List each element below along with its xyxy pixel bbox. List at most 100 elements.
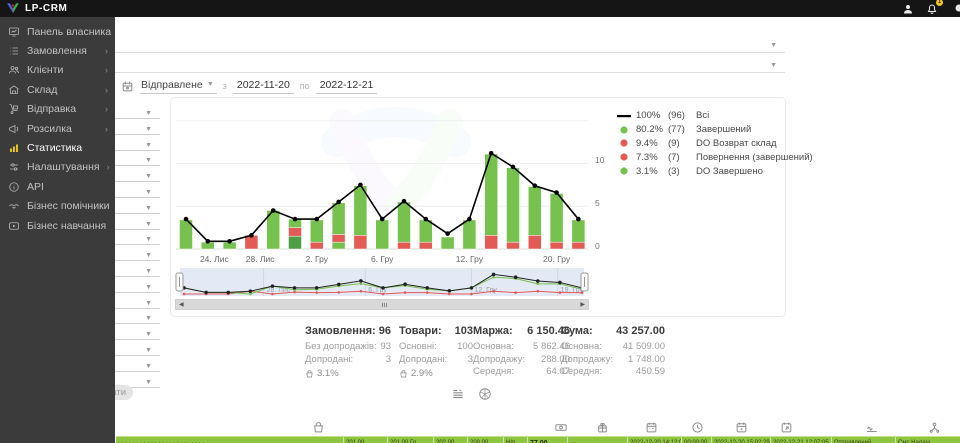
sidebar-item-label: Склад [27, 83, 58, 96]
scrollbar-grip[interactable] [382, 303, 387, 307]
sidebar-item-statystyka[interactable]: Статистика [0, 138, 115, 157]
scroll-right-icon[interactable]: ▶ [580, 302, 585, 308]
svg-text:28. Лис: 28. Лис [267, 287, 291, 294]
sidebar-item-label: Розсилка [27, 122, 72, 135]
bar-stack[interactable] [397, 201, 411, 250]
stat-column-2: Маржа: 6 150.46 Основна: 5 862.46 Допродажу:… [473, 325, 570, 377]
chart-legend: 100% (96) Всі 80.2% (77) Завершений 9.4% (9) DO … [617, 109, 813, 178]
profile-partial-icon[interactable] [950, 2, 960, 15]
legend-swatch [617, 126, 631, 134]
sidebar-item-vidpravka[interactable]: Відправка › [0, 100, 115, 119]
biznes-navchannya-icon [9, 221, 19, 230]
sidebar-item-sklad[interactable]: Склад › [0, 80, 115, 99]
bar-stack[interactable] [310, 219, 324, 250]
date-filter-row: Відправлене ▼ з 2022-11-20 по 2022-12-21 [121, 77, 378, 95]
nav-handle-right[interactable] [580, 272, 589, 292]
gift-icon[interactable] [596, 421, 609, 434]
brand-name: LP-CRM [25, 3, 68, 14]
nav-handle-left[interactable] [175, 272, 184, 292]
sidebar-item-label: Панель власника [27, 25, 112, 38]
date-from-label: з [222, 81, 227, 91]
bar-stack[interactable] [288, 218, 302, 250]
table-cell: ··· [568, 437, 628, 443]
date-type-select[interactable]: Відправлене ▼ [140, 79, 217, 94]
statystyka-icon [10, 144, 18, 153]
bar-stack[interactable] [440, 236, 455, 250]
date-from-input[interactable]: 2022-11-20 [232, 79, 294, 94]
sidebar-item-label: Відправка [27, 103, 77, 116]
scroll-left-icon[interactable]: ◀ [179, 302, 184, 308]
table-cell: Смс Налаш [896, 437, 960, 443]
sidebar-item-biznes-navchannya[interactable]: Бізнес навчання [0, 216, 115, 235]
bar-stack[interactable] [331, 202, 346, 250]
legend-item[interactable]: 3.1% (3) DO Завершено [617, 164, 813, 178]
bar-stack[interactable] [419, 219, 433, 250]
bar-stack[interactable] [462, 219, 477, 250]
hierarchy-icon[interactable] [928, 421, 941, 434]
bar-stack[interactable] [528, 186, 542, 250]
sidebar-item-biznes-pomichnyky[interactable]: Бізнес помічники [0, 197, 115, 216]
orders-chart[interactable]: 24. Лис 28. Лис 2. Гру 6. Гру 12. Гру 20. Гру [174, 101, 606, 267]
sidebar-item-nalashtuvannya[interactable]: Налаштування › [0, 158, 115, 177]
bar-stack[interactable] [549, 193, 564, 250]
svg-text:19. Гру: 19. Гру [561, 287, 584, 294]
calendar-export-icon[interactable] [780, 421, 793, 434]
chevron-right-icon: › [105, 46, 108, 57]
sidebar-item-panel-vlasnyka[interactable]: Панель власника [0, 22, 115, 41]
content: ▼ ▼ Відправлене ▼ з 2022-11-20 по 2022-1… [60, 17, 960, 443]
bar-stack[interactable] [484, 153, 498, 250]
bar-stack[interactable] [506, 167, 520, 250]
list-view-icon[interactable] [451, 387, 465, 401]
sidebar-item-rozsylka[interactable]: Розсилка › [0, 119, 115, 138]
chevron-right-icon: › [105, 104, 108, 115]
nalashtuvannya-icon [10, 163, 18, 171]
legend-item[interactable]: 9.4% (9) DO Возврат склад [617, 137, 813, 151]
filter-select-wide-1[interactable]: ▼ [115, 29, 785, 53]
package-cube-icon[interactable] [478, 387, 492, 401]
sidebar-item-label: API [27, 180, 44, 193]
legend-swatch [617, 113, 631, 119]
bar-stack[interactable] [353, 185, 368, 250]
chart-navigator[interactable]: 28. Лис 6. Гру 12. Гру 19. Гру [174, 268, 590, 298]
sidebar-item-label: Статистика [27, 142, 83, 155]
svg-text:6. Гру: 6. Гру [368, 287, 387, 294]
product-bag-icon[interactable] [312, 421, 325, 434]
legend-item[interactable]: 80.2% (77) Завершений [617, 123, 813, 137]
table-cell: 77.00 [528, 437, 568, 443]
signature-icon[interactable] [865, 421, 879, 434]
sidebar-item-kliyenty[interactable]: Клієнти › [0, 61, 115, 80]
legend-swatch [617, 153, 631, 161]
series-line-vsi[interactable] [183, 150, 581, 244]
filter-select-wide-2[interactable]: ▼ [115, 52, 785, 73]
biznes-pomichnyky-icon [9, 204, 19, 210]
upsell-percent: 2.9% [411, 368, 433, 379]
user-icon[interactable] [902, 2, 915, 15]
sidebar-item-api[interactable]: API [0, 177, 115, 196]
sidebar-item-label: Замовлення [27, 45, 87, 58]
chevron-right-icon: › [106, 162, 110, 173]
bar-stack[interactable] [571, 219, 586, 250]
table-cell: 200.00 [468, 437, 504, 443]
table-cell: 2022-12-21 12:07:05 [771, 437, 832, 443]
y-axis-tick-5: 5 [595, 198, 600, 208]
svg-text:12. Гру: 12. Гру [456, 254, 484, 264]
bar-stack[interactable] [375, 219, 389, 250]
date-to-input[interactable]: 2022-12-21 [315, 79, 378, 94]
clock-icon[interactable] [691, 421, 704, 434]
navigator-scrollbar[interactable]: ◀ ▶ [175, 299, 589, 310]
order-table-row[interactable]: · · · · · · · · · · · · · · · · · · · · … [116, 436, 960, 443]
calendar-event-icon[interactable] [735, 421, 748, 434]
legend-item[interactable]: 7.3% (7) Повернення (завершений) [617, 150, 813, 164]
notifications-bell-icon[interactable]: 1 [926, 0, 943, 15]
topbar: LP-CRM 1 [0, 0, 960, 17]
brand-logo-icon [7, 3, 19, 14]
rozsylka-icon [9, 124, 19, 133]
sidebar-item-zamovlennya[interactable]: Замовлення › [0, 41, 115, 60]
table-cell: Отправлений [832, 437, 896, 443]
sidebar-item-label: Бізнес навчання [27, 219, 107, 232]
brand[interactable]: LP-CRM [0, 2, 67, 15]
money-banknote-icon[interactable] [554, 421, 568, 434]
table-cell: 00:00:00 [682, 437, 712, 443]
legend-item[interactable]: 100% (96) Всі [617, 109, 813, 123]
calendar-date-icon[interactable] [645, 421, 658, 434]
